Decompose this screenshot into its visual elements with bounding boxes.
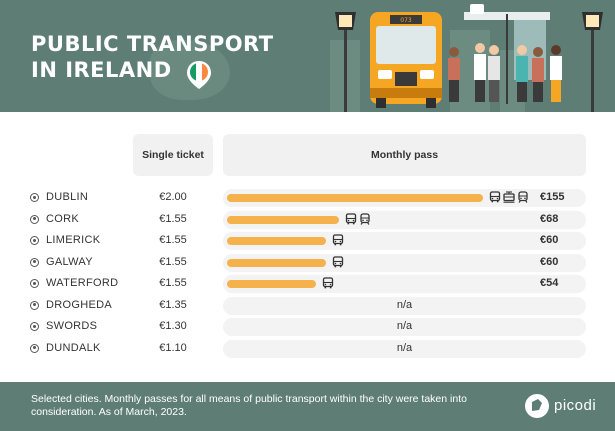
bullet-icon (30, 279, 39, 288)
city-name: CORK (46, 212, 79, 225)
single-ticket-price: €1.55 (159, 212, 187, 225)
table-row: WATERFORD €1.55 €54 (0, 275, 615, 293)
bar-track (223, 253, 586, 272)
transport-modes (332, 234, 344, 248)
bar-track (223, 318, 586, 336)
monthly-pass-na: n/a (396, 341, 413, 354)
table-row: GALWAY €1.55 €60 (0, 253, 615, 272)
footnote: Selected cities. Monthly passes for all … (31, 393, 467, 418)
transport-modes (345, 212, 371, 227)
tram-icon (503, 191, 515, 203)
brand-name: picodi (554, 397, 597, 414)
footer: Selected cities. Monthly passes for all … (0, 382, 615, 431)
transport-modes (332, 255, 344, 270)
single-ticket-price: €1.55 (159, 277, 187, 289)
monthly-pass-price: €54 (540, 277, 559, 289)
single-ticket-price: €2.00 (159, 191, 187, 203)
train-icon (518, 191, 528, 203)
table-row: DUNDALK €1.10 n/a (0, 339, 615, 358)
monthly-pass-na: n/a (396, 298, 413, 311)
city-name: DUNDALK (46, 341, 101, 354)
bus-stop-scene-illustration: 073 (330, 4, 603, 112)
single-ticket-price: €1.35 (159, 298, 187, 311)
column-header-single-ticket: Single ticket (133, 134, 213, 176)
bus-icon (332, 255, 344, 267)
bullet-icon (30, 322, 39, 331)
bus-icon (323, 277, 334, 289)
transport-modes (322, 277, 334, 291)
bar-track (223, 210, 586, 229)
bullet-icon (30, 193, 39, 202)
single-ticket-price: €1.30 (159, 320, 187, 332)
city-name: GALWAY (46, 255, 93, 268)
single-ticket-price: €1.55 (159, 234, 187, 246)
passengers-group (448, 43, 562, 102)
bar-track (223, 232, 586, 250)
price-table: Single ticket Monthly pass DUBLIN €2.00 €1… (0, 112, 615, 382)
transport-modes (489, 191, 529, 205)
street-lamp-icon (335, 12, 356, 112)
monthly-pass-price: €60 (540, 234, 559, 246)
train-icon (360, 212, 370, 225)
monthly-pass-bar (227, 237, 327, 245)
bus-number: 073 (400, 17, 412, 24)
table-row: LIMERICK €1.55 €60 (0, 232, 615, 250)
monthly-pass-na: n/a (396, 320, 413, 332)
bar-track (223, 189, 586, 207)
bullet-icon (30, 257, 39, 267)
bullet-icon (30, 343, 39, 353)
single-ticket-price: €1.55 (159, 255, 187, 268)
monthly-pass-price: €155 (540, 191, 565, 203)
bar-track (223, 339, 586, 358)
table-row: CORK €1.55 €68 (0, 210, 615, 229)
bus-illustration: 073 (370, 12, 442, 108)
table-row: DUBLIN €2.00 €155 (0, 189, 615, 207)
city-name: LIMERICK (46, 234, 101, 246)
bus-icon (489, 191, 501, 203)
bus-icon (332, 234, 344, 246)
column-header-monthly-pass: Monthly pass (223, 134, 586, 176)
bar-track (223, 296, 586, 315)
bullet-icon (30, 214, 39, 224)
single-ticket-price: €1.10 (159, 341, 187, 354)
city-name: DUBLIN (46, 191, 89, 203)
street-lamp-icon (582, 12, 603, 112)
table-row: SWORDS €1.30 n/a (0, 318, 615, 336)
monthly-pass-bar (227, 194, 483, 202)
picodi-logo-icon (525, 394, 549, 418)
monthly-pass-bar (227, 280, 317, 288)
ireland-flag-pin-icon (187, 61, 211, 89)
page-title: PUBLIC TRANSPORT IN IRELAND (31, 31, 274, 83)
monthly-pass-bar (227, 215, 340, 224)
monthly-pass-price: €68 (540, 212, 559, 225)
bullet-icon (30, 236, 39, 245)
bar-track (223, 275, 586, 293)
title-line-2: IN IRELAND (31, 58, 172, 82)
monthly-pass-price: €60 (540, 255, 559, 268)
city-name: WATERFORD (46, 277, 119, 289)
city-name: DROGHEDA (46, 298, 112, 311)
city-name: SWORDS (46, 320, 98, 332)
bus-icon (346, 212, 357, 224)
header-banner: PUBLIC TRANSPORT IN IRELAND (0, 0, 615, 112)
table-row: DROGHEDA €1.35 n/a (0, 296, 615, 315)
title-line-1: PUBLIC TRANSPORT (31, 32, 274, 56)
bullet-icon (30, 300, 39, 310)
monthly-pass-bar (227, 258, 327, 267)
